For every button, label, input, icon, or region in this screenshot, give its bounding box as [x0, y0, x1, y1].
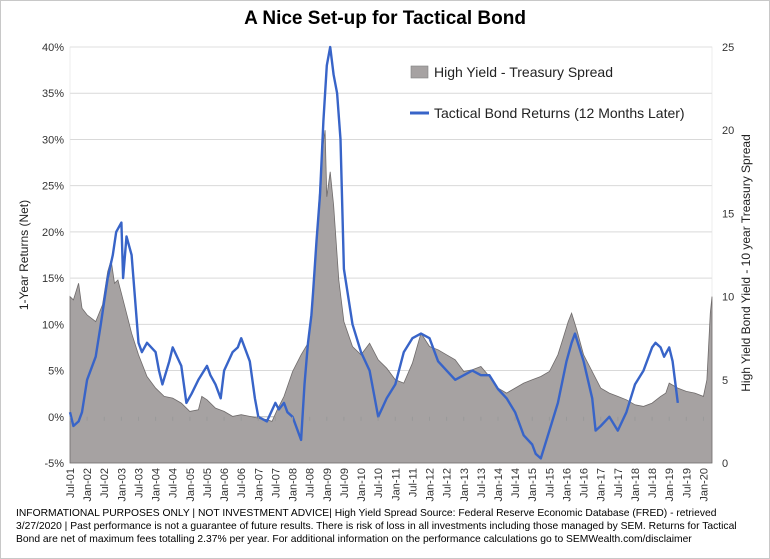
x-tick-label: Jul-01 [65, 468, 77, 498]
x-tick-label: Jan-17 [596, 468, 608, 502]
disclaimer-text: INFORMATIONAL PURPOSES ONLY | NOT INVEST… [16, 508, 737, 545]
x-tick-label: Jul-17 [613, 468, 625, 498]
x-tick-label: Jul-03 [133, 468, 145, 498]
right-tick-label: 5 [722, 375, 728, 387]
x-tick-label: Jul-02 [99, 468, 111, 498]
x-tick-label: Jul-15 [544, 468, 556, 498]
left-tick-label: 35% [42, 88, 64, 100]
x-tick-label: Jan-10 [356, 468, 368, 502]
right-tick-label: 10 [722, 292, 734, 304]
x-tick-label: Jul-08 [305, 468, 317, 498]
right-tick-label: 15 [722, 208, 734, 220]
x-tick-label: Jan-18 [630, 468, 642, 502]
chart-title: A Nice Set-up for Tactical Bond [244, 8, 526, 29]
legend-label-spread: High Yield - Treasury Spread [434, 64, 613, 80]
x-tick-label: Jul-12 [442, 468, 454, 498]
x-tick-label: Jan-11 [390, 468, 402, 501]
right-axis-title: High Yield Bond Yield - 10 year Treasury… [739, 134, 753, 391]
x-tick-label: Jan-03 [116, 468, 128, 502]
right-tick-label: 25 [722, 42, 734, 54]
left-tick-label: 40% [42, 42, 64, 54]
right-axis-ticks: 0 5 10 15 20 25 [722, 42, 734, 470]
x-tick-label: Jan-13 [459, 468, 471, 502]
x-axis-ticks: Jul-01 Jan-02 Jul-02 Jan-03 Jul-03 Jan-04 Jul-… [65, 416, 710, 502]
returns-line-layer [68, 45, 679, 460]
left-axis-ticks: -5% 0% 5% 10% 15% 20% 25% 30% 35% 40% [42, 42, 64, 470]
left-tick-label: 0% [48, 412, 64, 424]
x-tick-label: Jan-16 [561, 468, 573, 502]
spread-area-layer [69, 130, 713, 464]
left-tick-label: 30% [42, 134, 64, 146]
x-tick-label: Jan-19 [664, 468, 676, 502]
x-tick-label: Jul-05 [202, 468, 214, 498]
left-tick-label: 25% [42, 181, 64, 193]
spread-area [69, 130, 713, 464]
legend-label-returns: Tactical Bond Returns (12 Months Later) [434, 105, 685, 121]
left-tick-label: 20% [42, 227, 64, 239]
x-tick-label: Jan-07 [253, 468, 265, 502]
x-tick-label: Jan-14 [493, 468, 505, 502]
left-tick-label: 15% [42, 273, 64, 285]
returns-line [68, 45, 679, 460]
x-tick-label: Jan-04 [151, 468, 163, 502]
x-tick-label: Jan-02 [82, 468, 94, 502]
x-tick-label: Jul-06 [236, 468, 248, 498]
x-tick-label: Jul-10 [373, 468, 385, 498]
x-tick-label: Jul-11 [407, 468, 419, 497]
x-tick-label: Jul-09 [339, 468, 351, 498]
legend: High Yield - Treasury Spread Tactical Bo… [410, 64, 685, 121]
x-tick-label: Jan-06 [219, 468, 231, 502]
x-tick-label: Jul-04 [168, 468, 180, 498]
x-tick-label: Jul-13 [476, 468, 488, 498]
left-tick-label: 5% [48, 366, 64, 378]
x-tick-label: Jul-18 [647, 468, 659, 498]
x-tick-label: Jan-09 [322, 468, 334, 502]
x-tick-label: Jul-19 [681, 468, 693, 498]
x-tick-label: Jan-08 [288, 468, 300, 502]
x-tick-label: Jul-14 [510, 468, 522, 498]
left-axis-title: 1-Year Returns (Net) [17, 200, 31, 310]
x-tick-label: Jan-12 [425, 468, 437, 502]
x-tick-label: Jan-05 [185, 468, 197, 502]
right-tick-label: 20 [722, 125, 734, 137]
right-tick-label: 0 [722, 458, 728, 470]
x-tick-label: Jul-07 [270, 468, 282, 498]
legend-swatch-spread [410, 65, 429, 79]
x-tick-label: Jul-16 [579, 468, 591, 498]
left-tick-label: 10% [42, 319, 64, 331]
x-tick-label: Jan-15 [527, 468, 539, 502]
left-tick-label: -5% [44, 458, 64, 470]
x-tick-label: Jan-20 [698, 468, 710, 502]
